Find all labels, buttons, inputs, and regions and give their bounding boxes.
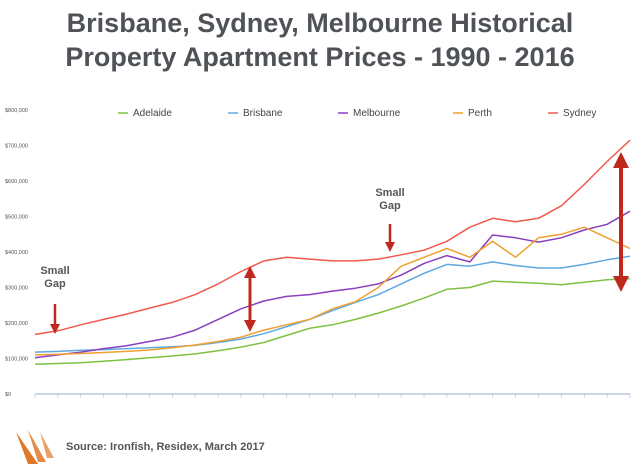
title-line-1: Brisbane, Sydney, Melbourne Historical: [66, 8, 574, 38]
source-note: Source: Ironfish, Residex, March 2017: [66, 441, 265, 453]
y-tick-label: $0: [5, 392, 11, 398]
legend-label: Perth: [468, 108, 492, 119]
chart-title: Brisbane, Sydney, Melbourne Historical P…: [0, 6, 640, 74]
annotation-label: Small: [40, 265, 69, 277]
series-line-brisbane: [34, 255, 631, 353]
legend-label: Melbourne: [353, 108, 401, 119]
y-tick-label: $400,000: [5, 250, 28, 256]
y-tick-label: $700,000: [5, 144, 28, 150]
legend-label: Brisbane: [243, 108, 283, 119]
series-line-perth: [34, 226, 631, 356]
y-tick-label: $800,000: [5, 108, 28, 114]
y-tick-label: $500,000: [5, 215, 28, 221]
y-tick-label: $100,000: [5, 357, 28, 363]
ironfish-logo: [16, 430, 54, 464]
annotation-label: Gap: [44, 278, 66, 290]
annotation-label: Small: [375, 187, 404, 199]
y-tick-label: $600,000: [5, 179, 28, 185]
title-line-2: Property Apartment Prices - 1990 - 2016: [65, 42, 575, 72]
series-line-melbourne: [34, 210, 631, 359]
line-chart: $0 $100,000 $200,000 $300,000 $400,000 $500,0…: [5, 108, 631, 398]
legend-label: Sydney: [563, 108, 596, 119]
y-tick-label: $300,000: [5, 286, 28, 292]
legend-label: Adelaide: [133, 108, 172, 119]
y-tick-label: $200,000: [5, 321, 28, 327]
series-line-sydney: [34, 139, 631, 336]
annotation-label: Gap: [379, 200, 401, 212]
series-line-adelaide: [34, 277, 631, 365]
